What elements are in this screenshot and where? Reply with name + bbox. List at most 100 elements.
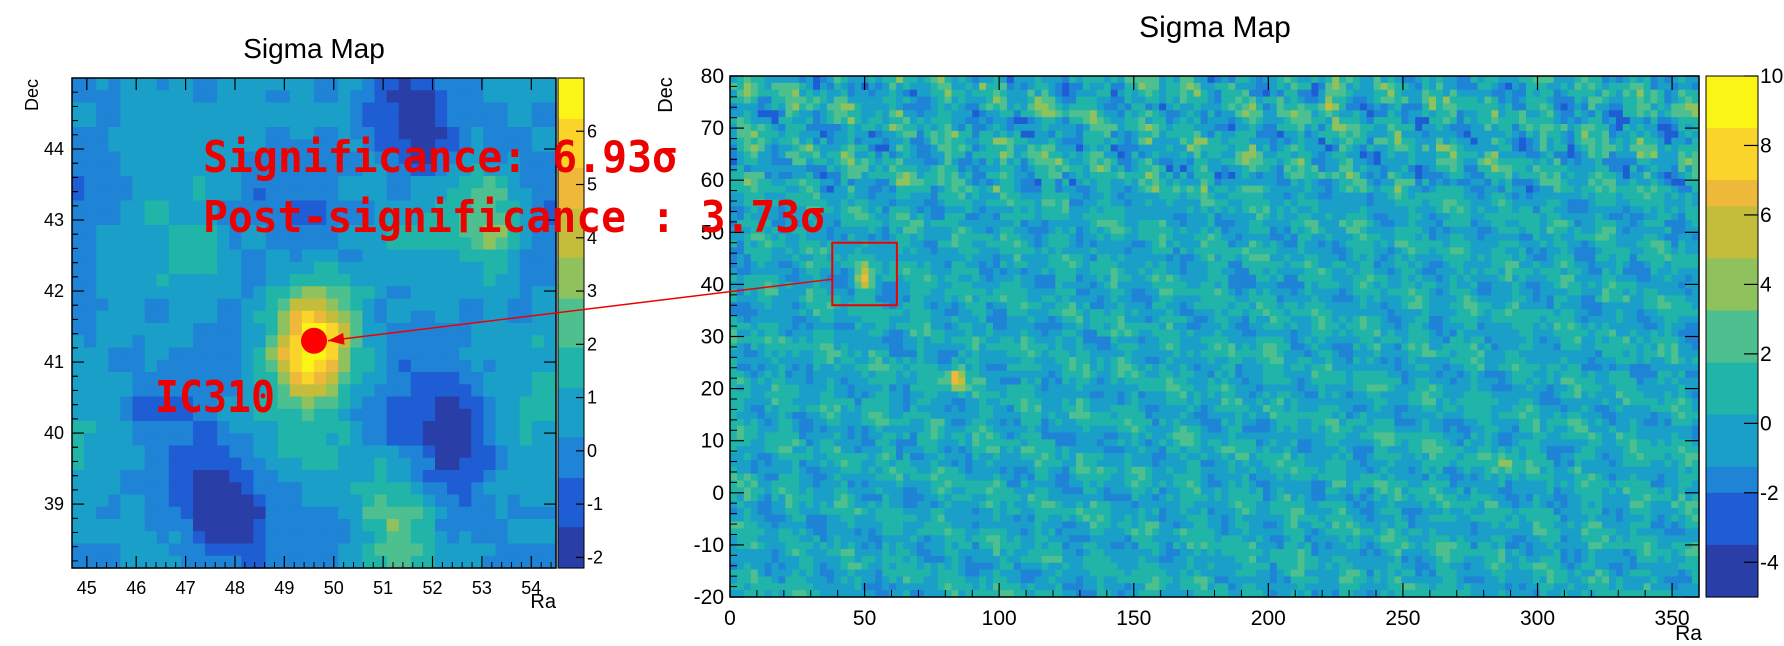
left-heatmap-cell <box>471 433 484 446</box>
right-heatmap-cell <box>806 289 814 296</box>
left-heatmap-cell <box>362 433 375 446</box>
right-heatmap-cell <box>972 275 980 282</box>
left-heatmap-cell <box>520 495 533 508</box>
right-heatmap-cell <box>931 83 939 90</box>
right-heatmap-cell <box>1014 199 1022 206</box>
right-heatmap-cell <box>868 378 876 385</box>
left-heatmap-cell <box>241 90 254 103</box>
left-heatmap-cell <box>96 348 109 361</box>
right-heatmap-cell <box>827 323 835 330</box>
right-heatmap-cell <box>834 480 842 487</box>
right-heatmap-cell <box>986 103 994 110</box>
right-heatmap-cell <box>765 494 773 501</box>
left-heatmap-cell <box>266 335 279 348</box>
left-heatmap-cell <box>157 152 170 165</box>
right-heatmap-cell <box>758 583 766 590</box>
right-heatmap-cell <box>751 570 759 577</box>
right-heatmap-cell <box>868 76 876 83</box>
right-heatmap-cell <box>910 432 918 439</box>
right-heatmap-cell <box>1014 138 1022 145</box>
right-heatmap-cell <box>986 357 994 364</box>
right-heatmap-cell <box>862 576 870 583</box>
right-heatmap-cell <box>917 302 925 309</box>
right-heatmap-cell <box>938 378 946 385</box>
right-heatmap-cell <box>986 193 994 200</box>
right-heatmap-cell <box>924 261 932 268</box>
right-heatmap-cell <box>951 138 959 145</box>
right-heatmap-cell <box>986 302 994 309</box>
right-heatmap-cell <box>765 563 773 570</box>
right-heatmap-cell <box>1014 384 1022 391</box>
left-heatmap-cell <box>120 409 133 422</box>
right-heatmap-cell <box>778 90 786 97</box>
right-heatmap-cell <box>1007 384 1015 391</box>
right-heatmap-cell <box>862 371 870 378</box>
right-heatmap-cell <box>1000 186 1008 193</box>
left-heatmap-cell <box>483 458 496 471</box>
right-heatmap-cell <box>896 234 904 241</box>
right-heatmap-cell <box>799 494 807 501</box>
right-heatmap-cell <box>903 193 911 200</box>
right-heatmap-cell <box>1000 282 1008 289</box>
left-heatmap-cell <box>193 262 206 275</box>
right-heatmap-cell <box>1014 371 1022 378</box>
right-heatmap-cell <box>758 309 766 316</box>
left-heatmap-cell <box>278 286 291 299</box>
right-heatmap-cell <box>889 453 897 460</box>
left-heatmap-cell <box>338 372 351 385</box>
right-heatmap-cell <box>958 213 966 220</box>
right-heatmap-cell <box>917 103 925 110</box>
right-heatmap-cell <box>827 508 835 515</box>
left-heatmap-cell <box>108 103 121 116</box>
right-heatmap-cell <box>785 350 793 357</box>
right-heatmap-cell <box>945 76 953 83</box>
right-heatmap-cell <box>813 289 821 296</box>
right-heatmap-cell <box>875 275 883 282</box>
right-heatmap-cell <box>979 165 987 172</box>
right-heatmap-cell <box>945 151 953 158</box>
right-heatmap-cell <box>813 254 821 261</box>
right-heatmap-cell <box>993 138 1001 145</box>
right-heatmap-cell <box>889 330 897 337</box>
left-heatmap-cell <box>96 115 109 128</box>
right-heatmap-cell <box>806 309 814 316</box>
right-heatmap-cell <box>889 103 897 110</box>
left-heatmap-cell <box>241 482 254 495</box>
left-y-tick-label: 39 <box>44 494 64 514</box>
left-heatmap-cell <box>145 470 158 483</box>
left-heatmap-cell <box>72 164 85 177</box>
right-heatmap-cell <box>1007 405 1015 412</box>
left-heatmap-cell <box>193 556 206 569</box>
right-heatmap-cell <box>882 398 890 405</box>
left-heatmap-cell <box>145 495 158 508</box>
right-heatmap-cell <box>896 446 904 453</box>
right-heatmap-cell <box>882 405 890 412</box>
right-heatmap-cell <box>827 165 835 172</box>
right-heatmap-cell <box>965 391 973 398</box>
right-heatmap-cell <box>896 371 904 378</box>
right-heatmap-cell <box>744 508 752 515</box>
right-heatmap-cell <box>806 76 814 83</box>
right-heatmap-cell <box>778 384 786 391</box>
right-heatmap-cell <box>855 474 863 481</box>
right-heatmap-cell <box>972 535 980 542</box>
right-heatmap-cell <box>744 432 752 439</box>
right-heatmap-cell <box>958 186 966 193</box>
right-heatmap-cell <box>855 309 863 316</box>
right-heatmap-cell <box>917 241 925 248</box>
right-heatmap-cell <box>979 124 987 131</box>
right-heatmap-cell <box>848 275 856 282</box>
right-heatmap-cell <box>965 337 973 344</box>
right-heatmap-cell <box>737 487 745 494</box>
right-heatmap-cell <box>979 542 987 549</box>
right-heatmap-cell <box>827 220 835 227</box>
right-heatmap-cell <box>792 426 800 433</box>
right-heatmap-cell <box>848 103 856 110</box>
left-heatmap-cell <box>217 90 230 103</box>
left-heatmap-cell <box>350 299 363 312</box>
right-heatmap-cell <box>778 494 786 501</box>
right-heatmap-cell <box>903 563 911 570</box>
left-heatmap-cell <box>84 482 97 495</box>
right-y-axis-label: Dec <box>655 77 677 113</box>
left-heatmap-cell <box>314 409 327 422</box>
